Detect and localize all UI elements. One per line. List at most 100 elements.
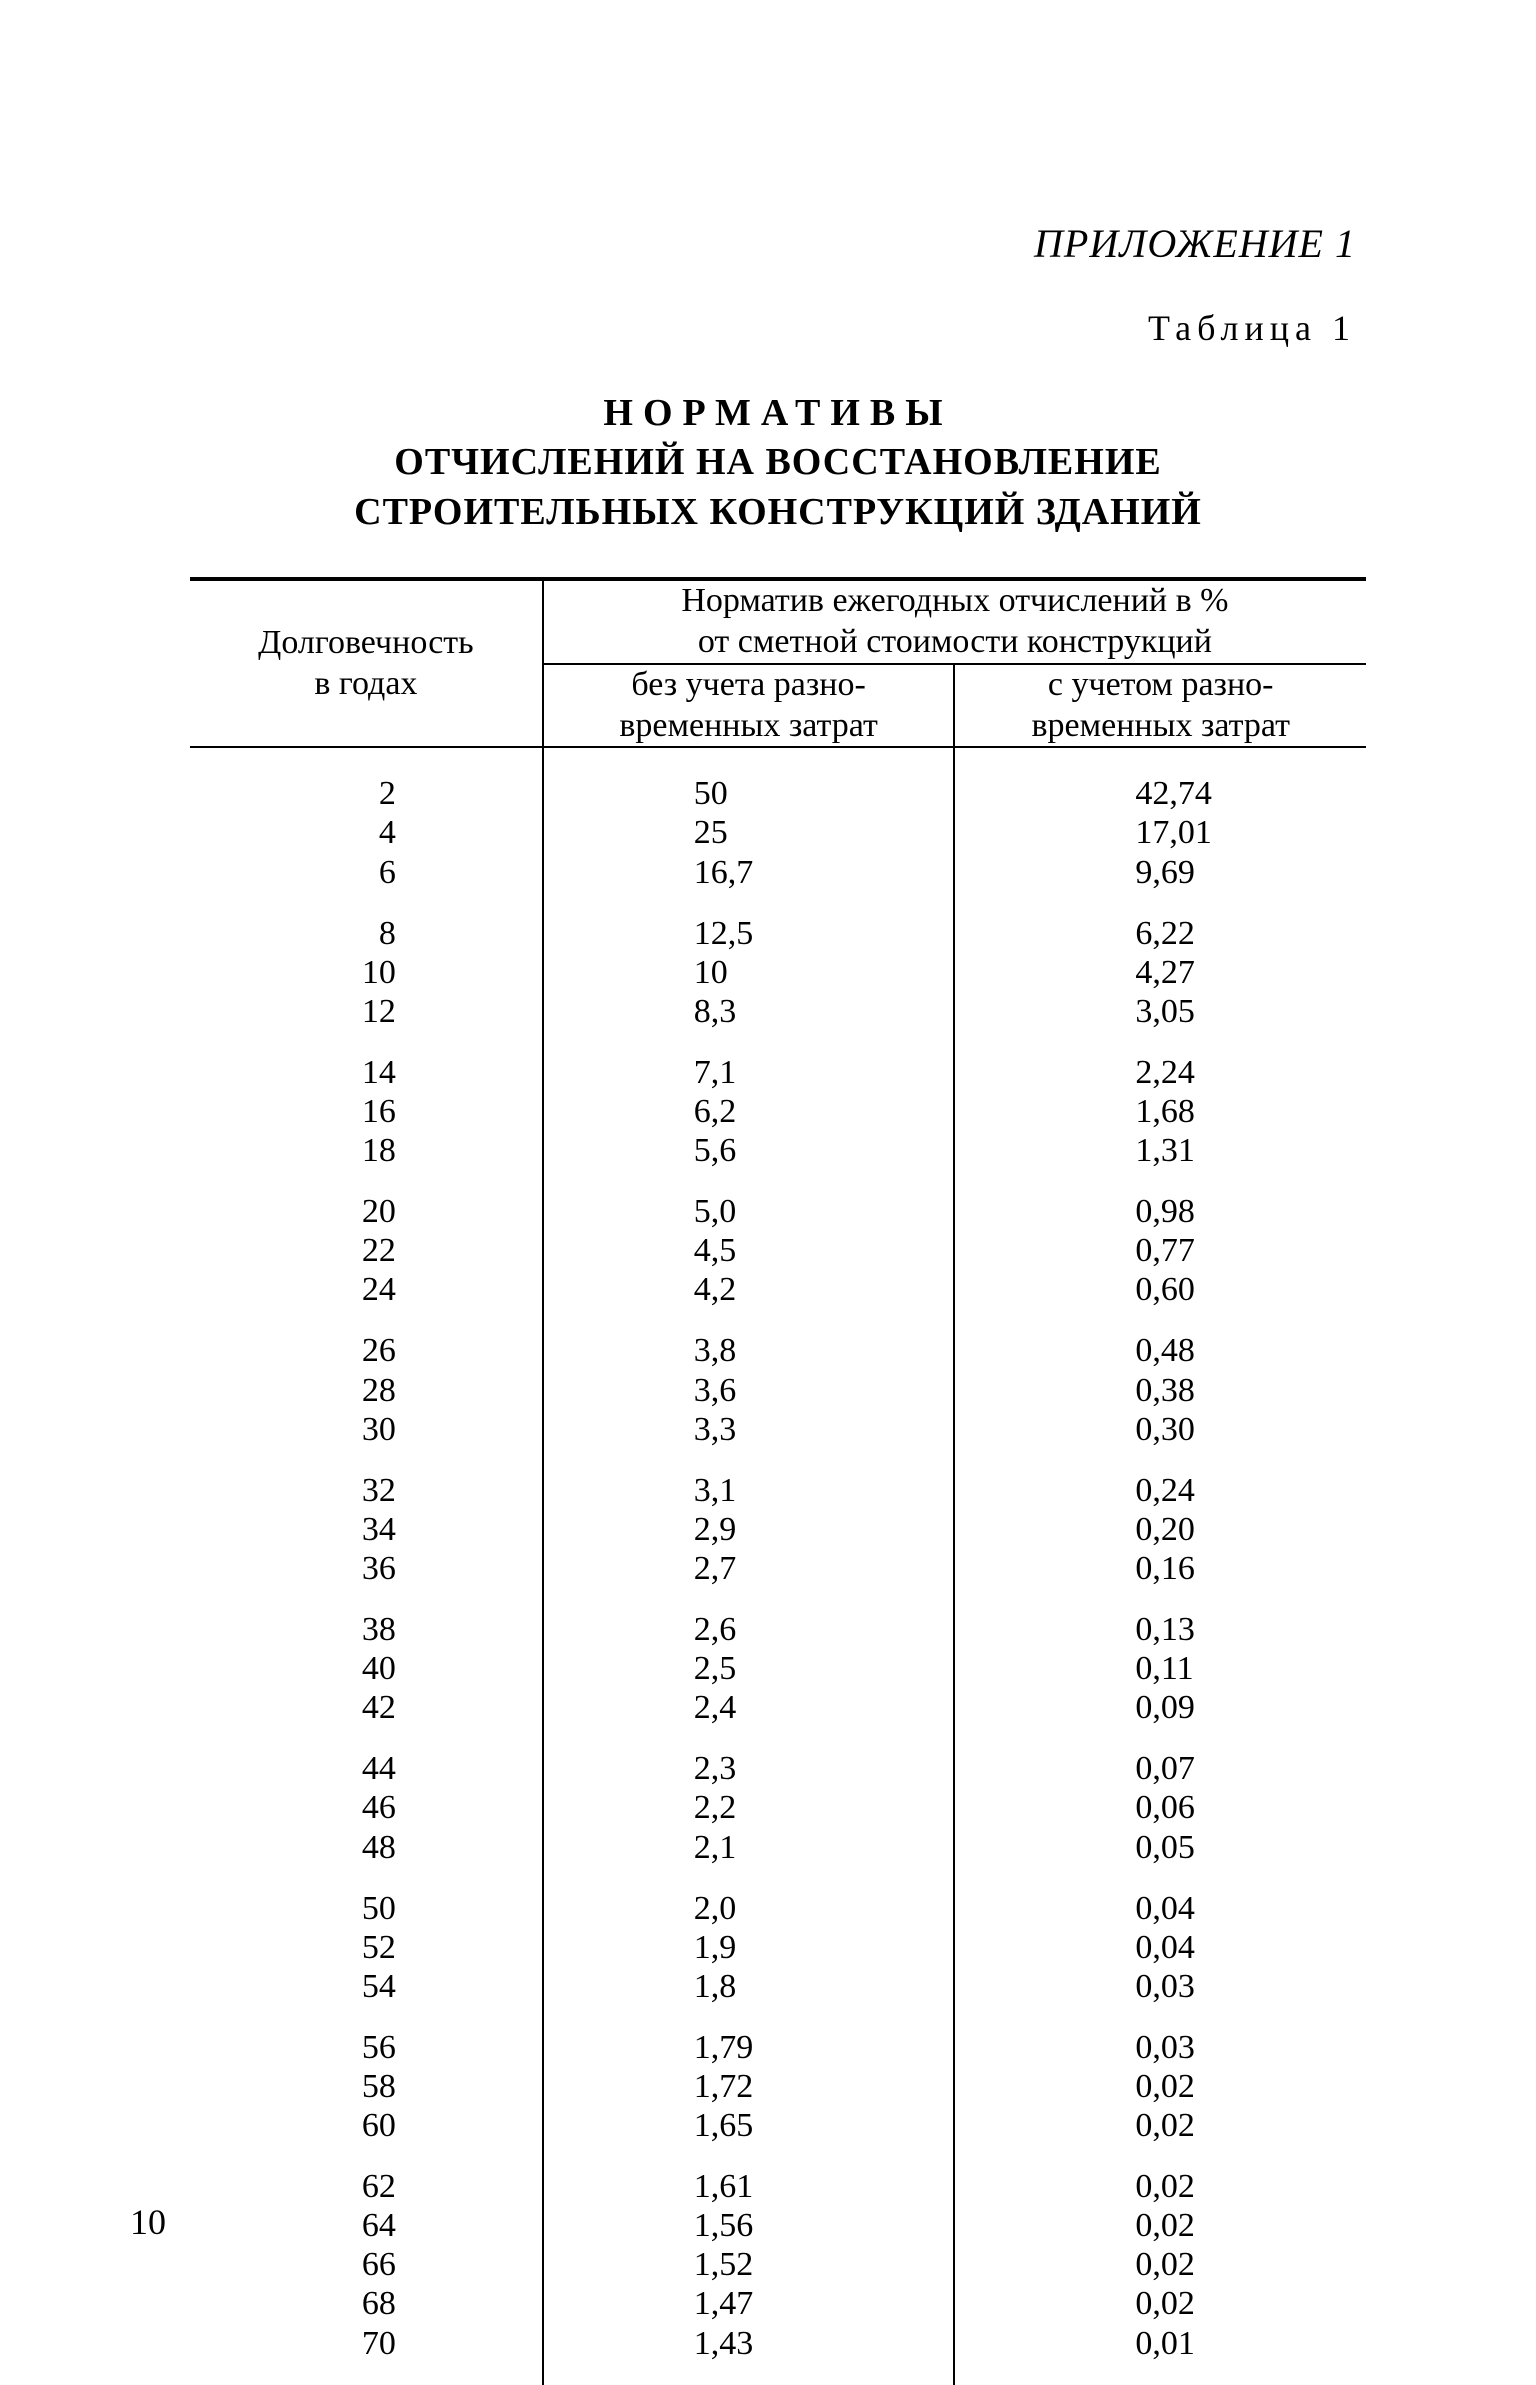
cell-with: 0,02 [954, 2245, 1366, 2284]
table-row: 342,90,20 [190, 1510, 1366, 1549]
cell-years: 62 [190, 2167, 543, 2206]
cell-with: 0,04 [954, 1928, 1366, 1967]
header-text: временных затрат [619, 707, 877, 744]
table-row: 661,520,02 [190, 2245, 1366, 2284]
cell-without: 4,5 [543, 1231, 955, 1270]
cell-with: 0,48 [954, 1331, 1366, 1370]
cell-years: 22 [190, 1231, 543, 1270]
cell-without: 25 [543, 813, 955, 852]
cell-without: 2,3 [543, 1749, 955, 1788]
cell-without: 2,2 [543, 1788, 955, 1827]
col-header-span: Норматив ежегодных отчислений в % от сме… [543, 581, 1366, 664]
table-row: 224,50,77 [190, 1231, 1366, 1270]
cell-with: 1,31 [954, 1131, 1366, 1170]
cell-without: 7,1 [543, 1053, 955, 1092]
header-text: от сметной стоимости конструкций [698, 623, 1212, 660]
cell-years: 60 [190, 2106, 543, 2145]
cell-without: 1,61 [543, 2167, 955, 2206]
cell-years: 14 [190, 1053, 543, 1092]
table-row: 812,56,22 [190, 914, 1366, 953]
cell-years: 64 [190, 2206, 543, 2245]
cell-without: 1,56 [543, 2206, 955, 2245]
table-row: 581,720,02 [190, 2067, 1366, 2106]
table-row: 323,10,24 [190, 1471, 1366, 1510]
table-row: 561,790,03 [190, 2028, 1366, 2067]
table-row: 10104,27 [190, 953, 1366, 992]
cell-without: 3,1 [543, 1471, 955, 1510]
header-text: временных затрат [1031, 707, 1289, 744]
cell-with: 0,01 [954, 2324, 1366, 2363]
col-header-with: с учетом разно- временных затрат [954, 664, 1366, 748]
table-row: 601,650,02 [190, 2106, 1366, 2145]
cell-with: 0,60 [954, 1270, 1366, 1309]
page: ПРИЛОЖЕНИЕ 1 Таблица 1 НОРМАТИВЫ ОТЧИСЛЕ… [0, 0, 1536, 2363]
cell-without: 1,72 [543, 2067, 955, 2106]
table-row: 25042,74 [190, 774, 1366, 813]
table-row: 147,12,24 [190, 1053, 1366, 1092]
title-line: ОТЧИСЛЕНИЙ НА ВОССТАНОВЛЕНИЕ [394, 441, 1161, 483]
cell-years: 68 [190, 2284, 543, 2323]
cell-years: 28 [190, 1371, 543, 1410]
cell-years: 48 [190, 1828, 543, 1867]
table-row: 185,61,31 [190, 1131, 1366, 1170]
cell-with: 17,01 [954, 813, 1366, 852]
cell-with: 0,13 [954, 1610, 1366, 1649]
cell-with: 0,09 [954, 1688, 1366, 1727]
table-row: 128,33,05 [190, 992, 1366, 1031]
col-header-years: Долговечность в годах [190, 581, 543, 747]
cell-without: 1,52 [543, 2245, 955, 2284]
table-row: 482,10,05 [190, 1828, 1366, 1867]
table-row: 382,60,13 [190, 1610, 1366, 1649]
cell-without: 4,2 [543, 1270, 955, 1309]
cell-years: 6 [190, 853, 543, 892]
cell-with: 4,27 [954, 953, 1366, 992]
cell-without: 1,47 [543, 2284, 955, 2323]
table-row: 621,610,02 [190, 2167, 1366, 2206]
cell-without: 3,6 [543, 1371, 955, 1410]
cell-years: 8 [190, 914, 543, 953]
cell-with: 6,22 [954, 914, 1366, 953]
header-text: Долговечность [258, 624, 474, 661]
cell-with: 42,74 [954, 774, 1366, 813]
table-row: 701,430,01 [190, 2324, 1366, 2363]
cell-with: 2,24 [954, 1053, 1366, 1092]
table-row: 402,50,11 [190, 1649, 1366, 1688]
cell-with: 1,68 [954, 1092, 1366, 1131]
cell-with: 0,16 [954, 1549, 1366, 1588]
table-row: 42517,01 [190, 813, 1366, 852]
cell-years: 56 [190, 2028, 543, 2067]
cell-with: 0,24 [954, 1471, 1366, 1510]
cell-without: 5,0 [543, 1192, 955, 1231]
cell-years: 12 [190, 992, 543, 1031]
cell-without: 1,8 [543, 1967, 955, 2006]
cell-years: 50 [190, 1889, 543, 1928]
cell-with: 0,38 [954, 1371, 1366, 1410]
cell-without: 6,2 [543, 1092, 955, 1131]
cell-with: 0,02 [954, 2284, 1366, 2323]
cell-with: 0,02 [954, 2067, 1366, 2106]
cell-with: 9,69 [954, 853, 1366, 892]
cell-years: 4 [190, 813, 543, 852]
cell-without: 1,79 [543, 2028, 955, 2067]
cell-with: 0,11 [954, 1649, 1366, 1688]
table-row: 462,20,06 [190, 1788, 1366, 1827]
cell-without: 1,65 [543, 2106, 955, 2145]
table-row: 681,470,02 [190, 2284, 1366, 2323]
cell-without: 3,8 [543, 1331, 955, 1370]
table-row: 422,40,09 [190, 1688, 1366, 1727]
cell-without: 16,7 [543, 853, 955, 892]
header-text: Норматив ежегодных отчислений в % [681, 582, 1228, 619]
cell-years: 18 [190, 1131, 543, 1170]
col-header-without: без учета разно- временных затрат [543, 664, 955, 748]
cell-years: 42 [190, 1688, 543, 1727]
cell-years: 46 [190, 1788, 543, 1827]
title-line: СТРОИТЕЛЬНЫХ КОНСТРУКЦИЙ ЗДАНИЙ [354, 491, 1202, 533]
cell-without: 2,6 [543, 1610, 955, 1649]
cell-without: 8,3 [543, 992, 955, 1031]
table-row: 303,30,30 [190, 1410, 1366, 1449]
header-text: в годах [314, 665, 417, 702]
cell-years: 36 [190, 1549, 543, 1588]
page-number: 10 [130, 2201, 166, 2243]
appendix-label: ПРИЛОЖЕНИЕ 1 [190, 220, 1366, 267]
cell-years: 58 [190, 2067, 543, 2106]
